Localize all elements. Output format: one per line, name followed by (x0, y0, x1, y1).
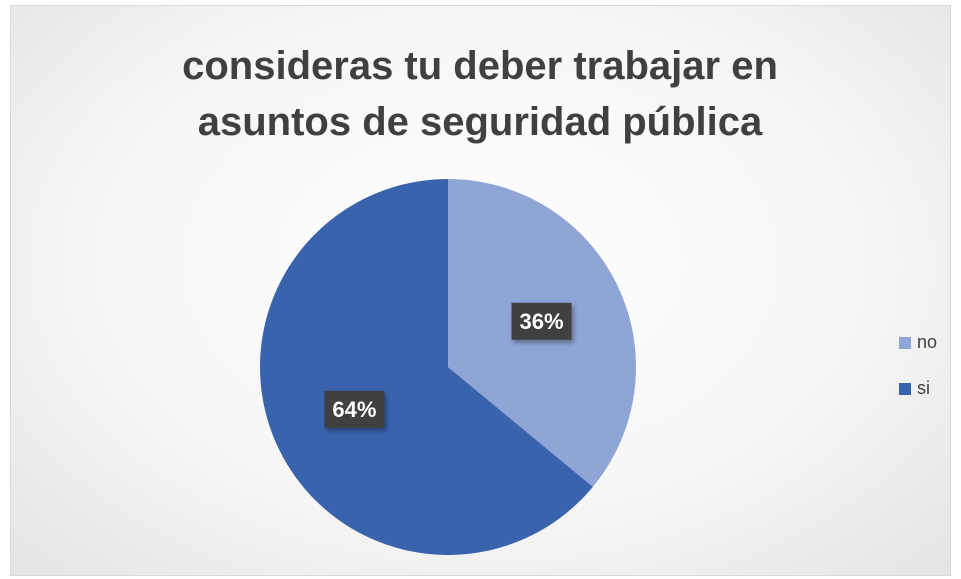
chart-title: consideras tu deber trabajar en asuntos … (182, 44, 778, 144)
data-label: 36% (520, 309, 564, 334)
data-label-box (511, 302, 572, 340)
data-label: 64% (332, 397, 376, 422)
pie-slice (259, 179, 593, 556)
data-label-group: 36% (511, 302, 572, 340)
legend-swatch (899, 337, 911, 349)
data-label-box (324, 390, 385, 428)
legend-swatch (899, 383, 911, 395)
legend-label: si (917, 378, 930, 398)
data-label-group: 64% (324, 390, 385, 428)
legend-label: no (917, 332, 937, 352)
